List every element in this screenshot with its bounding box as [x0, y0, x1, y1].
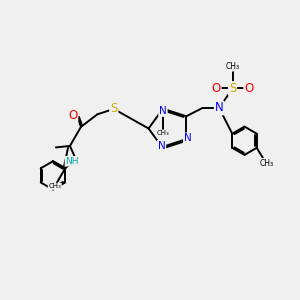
Text: S: S	[110, 102, 118, 116]
Text: CH₃: CH₃	[48, 183, 61, 189]
Text: N: N	[215, 101, 224, 114]
Text: NH: NH	[65, 157, 79, 166]
Text: CH₃: CH₃	[157, 130, 169, 136]
Text: N: N	[159, 106, 167, 116]
Text: N: N	[184, 134, 192, 143]
Text: CH₃: CH₃	[226, 62, 240, 71]
Text: O: O	[68, 110, 77, 122]
Text: S: S	[229, 82, 236, 95]
Text: CH₃: CH₃	[260, 158, 274, 167]
Text: O: O	[212, 82, 221, 95]
Text: N: N	[158, 141, 165, 151]
Text: O: O	[244, 82, 254, 95]
